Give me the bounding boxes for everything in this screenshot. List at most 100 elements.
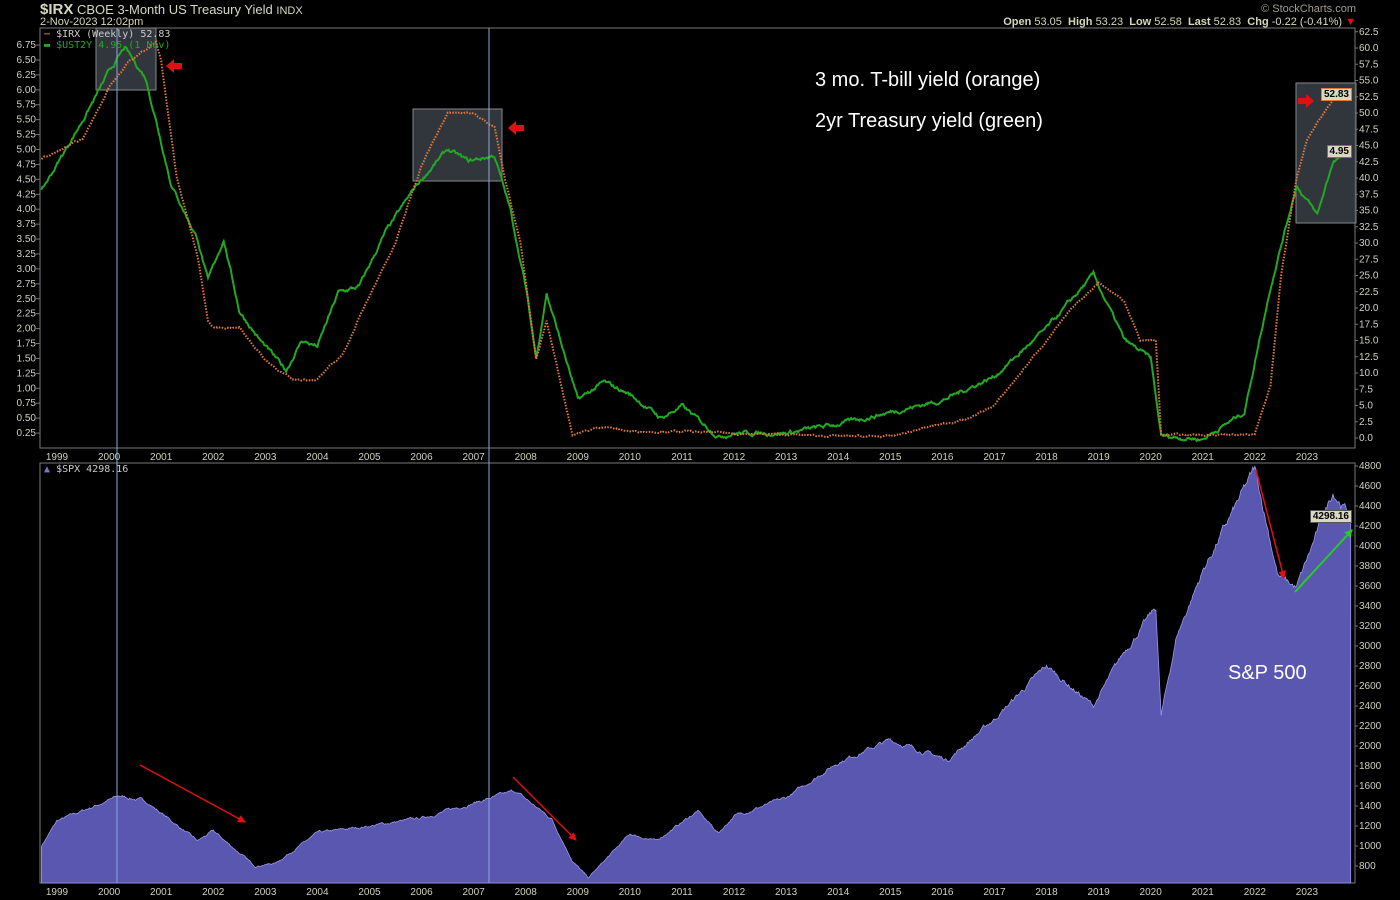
x-tick-label-bottom: 2006 (410, 887, 433, 898)
y-right-tick-label: 0.0 (1359, 433, 1373, 444)
y-right-tick-label: 7.5 (1359, 384, 1373, 395)
x-tick-label-top: 2021 (1192, 452, 1215, 463)
y-left-tick-label: 6.25 (17, 70, 37, 81)
block-arrow-icon (508, 121, 524, 135)
y-right-tick-label: 25.0 (1359, 271, 1379, 282)
low-value: 52.58 (1154, 16, 1182, 28)
y-left-tick-label: 4.50 (17, 174, 37, 185)
x-tick-label-top: 2020 (1140, 452, 1163, 463)
chg-value: -0.22 (-0.41%) (1271, 16, 1343, 28)
x-tick-label-top: 2016 (931, 452, 954, 463)
y-left-tick-label: 6.50 (17, 55, 37, 66)
x-tick-label-top: 2022 (1244, 452, 1267, 463)
x-tick-label-top: 2013 (775, 452, 798, 463)
y-left-tick-label: 1.00 (17, 383, 37, 394)
area-chart-icon: ▲ (44, 464, 51, 475)
spx-tick-label: 4200 (1359, 521, 1382, 532)
open-value: 53.05 (1034, 16, 1062, 28)
top-legend: ⋯ $IRX (Weekly) 52.83 ▬ $UST2Y 4.95 (1 N… (44, 29, 171, 51)
y-right-tick-label: 52.5 (1359, 92, 1379, 103)
y-right-tick-label: 55.0 (1359, 76, 1379, 87)
x-tick-label-top: 2004 (306, 452, 329, 463)
y-left-tick-label: 6.75 (17, 40, 37, 51)
down-triangle-icon: ▼ (1345, 16, 1356, 28)
spx-tick-label: 2600 (1359, 681, 1382, 692)
y-right-tick-label: 37.5 (1359, 189, 1379, 200)
annotation-sp500: S&P 500 (1228, 662, 1307, 684)
y-right-tick-label: 5.0 (1359, 401, 1373, 412)
x-tick-label-bottom: 2005 (358, 887, 381, 898)
x-tick-label-bottom: 2019 (1087, 887, 1110, 898)
x-tick-label-bottom: 2002 (202, 887, 225, 898)
y-right-tick-label: 32.5 (1359, 222, 1379, 233)
spx-last-label: 4298.16 (1309, 510, 1352, 523)
x-tick-label-bottom: 2001 (150, 887, 173, 898)
x-tick-label-bottom: 2018 (1035, 887, 1058, 898)
x-tick-label-top: 2015 (879, 452, 902, 463)
x-tick-label-bottom: 2011 (671, 887, 693, 898)
spx-tick-label: 3800 (1359, 561, 1382, 572)
high-value: 53.23 (1095, 16, 1124, 28)
y-left-tick-label: 5.00 (17, 145, 37, 156)
x-tick-label-bottom: 2004 (306, 887, 329, 898)
red-arrow (139, 764, 246, 823)
y-left-tick-label: 4.00 (17, 204, 37, 215)
x-tick-label-bottom: 2022 (1244, 887, 1267, 898)
spx-tick-label: 2800 (1359, 661, 1382, 672)
x-tick-label-bottom: 2016 (931, 887, 954, 898)
y-right-tick-label: 10.0 (1359, 368, 1379, 379)
y-right-tick-label: 42.5 (1359, 157, 1379, 168)
legend-irx: $IRX (Weekly) 52.83 (56, 29, 171, 40)
x-tick-label-bottom: 2000 (98, 887, 121, 898)
spx-tick-label: 4800 (1359, 461, 1382, 472)
legend-spx: $SPX 4298.16 (56, 464, 129, 475)
watermark: © StockCharts.com (1261, 3, 1356, 15)
spx-tick-label: 3400 (1359, 601, 1382, 612)
y-right-tick-label: 30.0 (1359, 238, 1379, 249)
x-tick-label-bottom: 2003 (254, 887, 277, 898)
y-right-tick-label: 35.0 (1359, 206, 1379, 217)
symbol: $IRX (40, 1, 74, 18)
spx-tick-label: 1600 (1359, 781, 1382, 792)
red-arrow (1255, 469, 1287, 579)
y-right-tick-label: 50.0 (1359, 108, 1379, 119)
x-tick-label-bottom: 2020 (1140, 887, 1163, 898)
x-tick-label-top: 2017 (983, 452, 1006, 463)
y-right-tick-label: 57.5 (1359, 59, 1379, 70)
y-left-tick-label: 1.25 (17, 368, 37, 379)
datetime: 2-Nov-2023 12:02pm (40, 16, 144, 28)
ust2y-line (40, 45, 1352, 443)
y-left-tick-label: 1.50 (17, 353, 37, 364)
x-tick-label-bottom: 2014 (827, 887, 850, 898)
y-left-tick-label: 3.00 (17, 264, 37, 275)
chg-label: Chg (1247, 16, 1269, 28)
open-label: Open (1003, 16, 1032, 28)
x-tick-label-bottom: 2010 (619, 887, 642, 898)
x-tick-label-top: 2019 (1087, 452, 1110, 463)
spx-tick-label: 4400 (1359, 501, 1382, 512)
y-left-tick-label: 3.75 (17, 219, 37, 230)
x-tick-label-bottom: 2009 (567, 887, 590, 898)
x-tick-label-top: 2003 (254, 452, 277, 463)
x-tick-label-bottom: 2023 (1296, 887, 1319, 898)
symbol-name: CBOE 3-Month US Treasury Yield (76, 2, 273, 17)
y-left-tick-label: 0.25 (17, 428, 37, 439)
spx-tick-label: 1200 (1359, 821, 1382, 832)
y-left-tick-label: 4.25 (17, 189, 37, 200)
chart-title: $IRX CBOE 3-Month US Treasury Yield INDX (40, 1, 303, 18)
y-left-tick-label: 2.50 (17, 294, 37, 305)
x-tick-label-top: 2018 (1035, 452, 1058, 463)
y-left-tick-label: 4.75 (17, 159, 37, 170)
y-left-tick-label: 2.00 (17, 324, 37, 335)
y-right-tick-label: 2.5 (1359, 417, 1373, 428)
x-tick-label-bottom: 2013 (775, 887, 798, 898)
x-tick-label-top: 2008 (515, 452, 538, 463)
ust2y-last-label: 4.95 (1326, 145, 1352, 158)
y-left-tick-label: 6.00 (17, 85, 37, 96)
y-left-tick-label: 5.25 (17, 130, 37, 141)
spx-tick-label: 1800 (1359, 761, 1382, 772)
y-left-tick-label: 5.75 (17, 100, 37, 111)
x-tick-label-top: 2010 (619, 452, 642, 463)
spx-area (40, 465, 1352, 884)
